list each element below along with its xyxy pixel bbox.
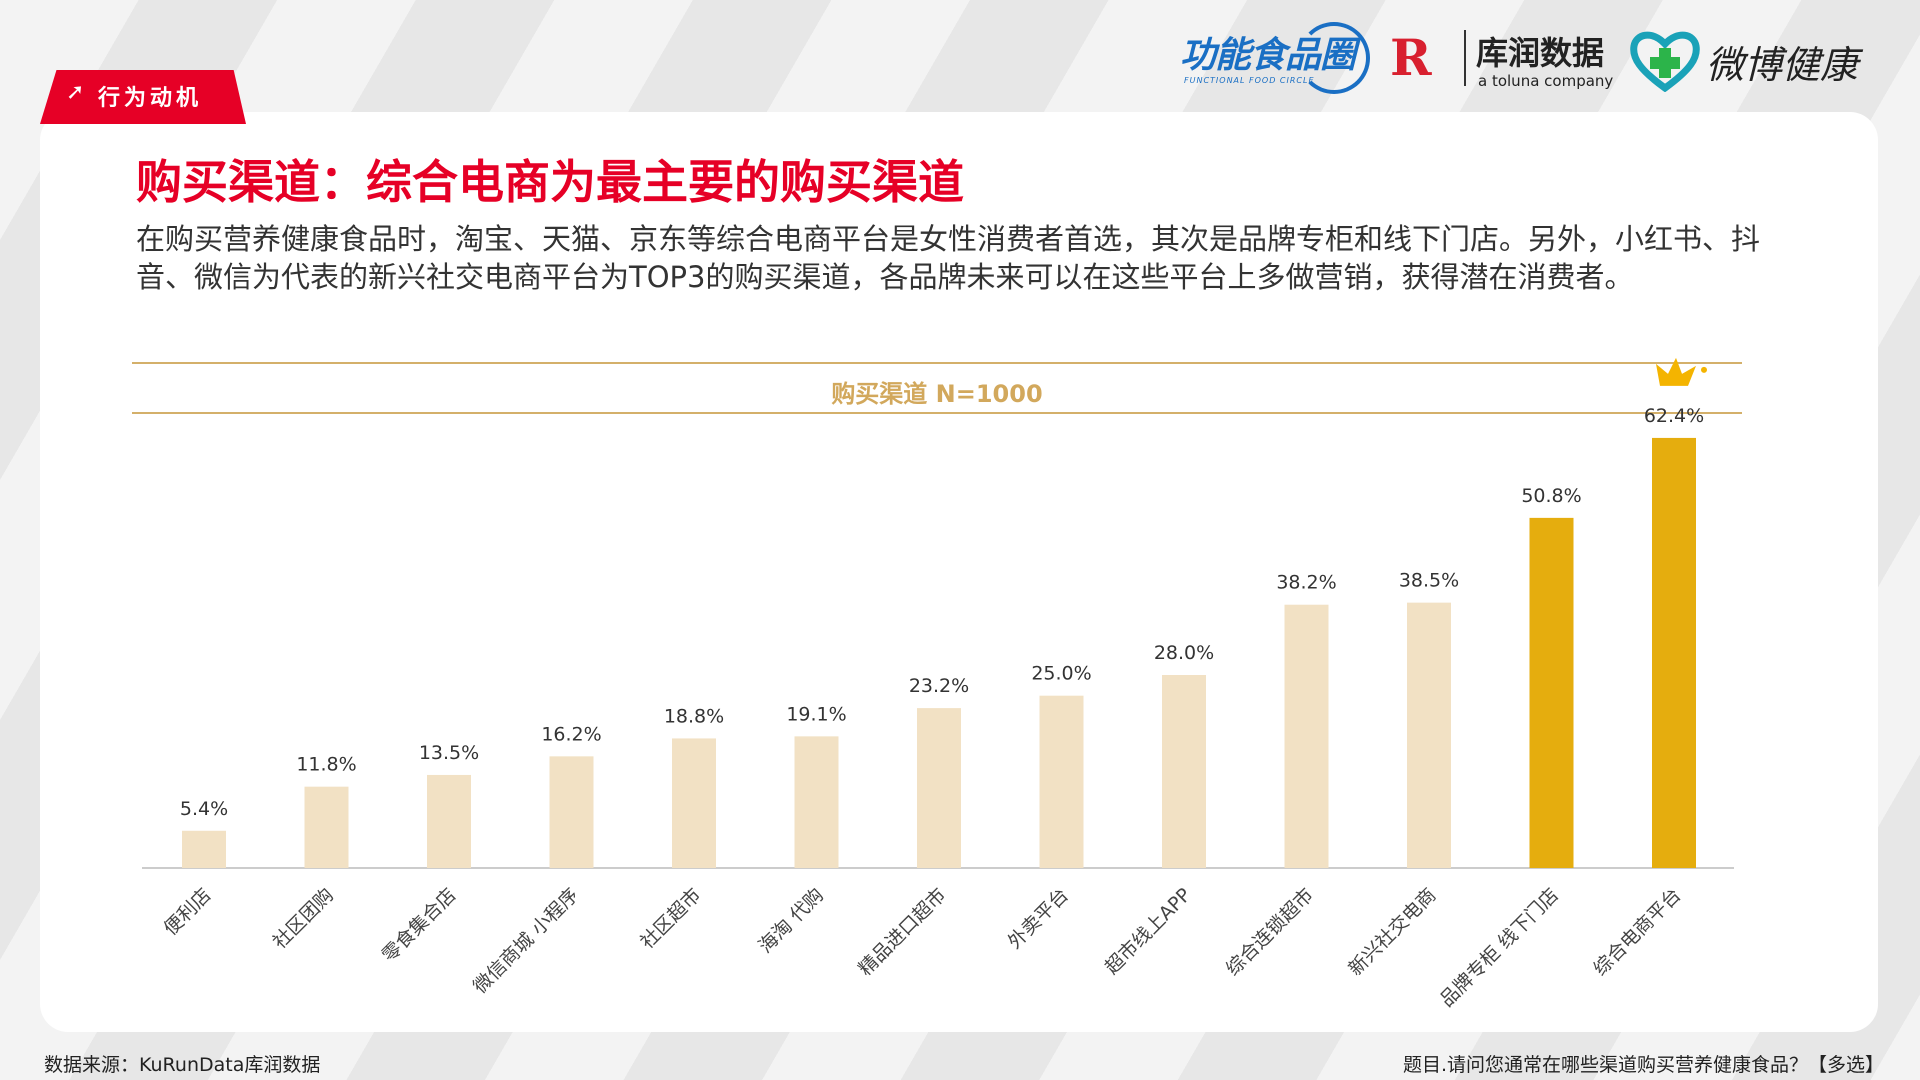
data-label-8: 25.0% bbox=[1031, 663, 1091, 685]
page-description: 在购买营养健康食品时，淘宝、天猫、京东等综合电商平台是女性消费者首选，其次是品牌… bbox=[136, 222, 1761, 294]
bar-8 bbox=[1039, 695, 1084, 868]
data-label-1: 5.4% bbox=[180, 798, 228, 820]
category-label-4: 微信商城 小程序 bbox=[469, 884, 583, 998]
data-label-6: 19.1% bbox=[786, 703, 846, 725]
bar-6 bbox=[794, 736, 839, 868]
survey-question: 题目.请问您通常在哪些渠道购买营养健康食品？【多选】 bbox=[1402, 1054, 1884, 1076]
category-label-5: 社区超市 bbox=[636, 884, 705, 953]
category-label-9: 超市线上APP bbox=[1101, 884, 1196, 979]
weibo-health-logo-name: 微博健康 bbox=[1706, 43, 1859, 87]
category-label-11: 新兴社交电商 bbox=[1344, 884, 1440, 980]
section-tag: ➚ 行为动机 bbox=[40, 70, 246, 124]
kurun-logo-name: 库润数据 bbox=[1476, 34, 1605, 72]
category-label-2: 社区团购 bbox=[269, 884, 338, 953]
section-tag-label: 行为动机 bbox=[98, 86, 203, 111]
weibo-health-logo: 微博健康 bbox=[1630, 24, 1880, 94]
kurun-logo-sub: a toluna company bbox=[1478, 72, 1614, 90]
data-label-2: 11.8% bbox=[296, 754, 356, 776]
bar-3 bbox=[427, 774, 471, 868]
category-label-6: 海淘 代购 bbox=[754, 884, 828, 958]
category-label-10: 综合连锁超市 bbox=[1222, 884, 1318, 980]
functional-food-logo-sub: FUNCTIONAL FOOD CIRCLE bbox=[1184, 76, 1315, 85]
heart-plus-icon bbox=[1630, 31, 1700, 92]
data-label-3: 13.5% bbox=[419, 742, 479, 764]
bar-5 bbox=[672, 738, 716, 868]
functional-food-logo-text: 功能食品圈 bbox=[1180, 35, 1356, 76]
kurun-logo-divider bbox=[1464, 30, 1466, 86]
data-source: 数据来源：KuRunData库润数据 bbox=[44, 1054, 321, 1076]
page-title: 购买渠道：综合电商为最主要的购买渠道 bbox=[136, 155, 964, 209]
data-label-7: 23.2% bbox=[909, 675, 969, 697]
category-label-8: 外卖平台 bbox=[1004, 884, 1073, 953]
bar-7 bbox=[917, 708, 961, 868]
category-label-12: 品牌专柜 线下门店 bbox=[1436, 884, 1563, 1011]
data-label-13: 62.4% bbox=[1644, 405, 1704, 427]
category-label-3: 零食集合店 bbox=[378, 884, 461, 967]
functional-food-logo: 功能食品圈 FUNCTIONAL FOOD CIRCLE bbox=[1180, 20, 1370, 94]
kurun-logo: R 库润数据 a toluna company bbox=[1390, 24, 1620, 94]
crown-icon bbox=[1656, 357, 1707, 386]
data-label-12: 50.8% bbox=[1521, 485, 1581, 507]
data-label-4: 16.2% bbox=[541, 723, 601, 745]
chart-title-box: 购买渠道 N=1000 bbox=[132, 362, 1742, 414]
logo-bar: 功能食品圈 FUNCTIONAL FOOD CIRCLE R 库润数据 a to… bbox=[1180, 16, 1880, 96]
bar-10 bbox=[1284, 604, 1329, 868]
bar-4 bbox=[549, 756, 594, 868]
data-label-9: 28.0% bbox=[1154, 642, 1214, 664]
data-label-11: 38.5% bbox=[1399, 570, 1459, 592]
bar-13 bbox=[1652, 437, 1696, 868]
arrow-icon: ➚ bbox=[66, 80, 85, 105]
bar-1 bbox=[182, 830, 226, 868]
chart-title: 购买渠道 N=1000 bbox=[831, 380, 1043, 408]
bar-12 bbox=[1529, 517, 1574, 868]
category-label-1: 便利店 bbox=[160, 884, 216, 940]
bar-11 bbox=[1407, 602, 1451, 868]
bar-9 bbox=[1162, 675, 1206, 868]
category-label-13: 综合电商平台 bbox=[1589, 884, 1685, 980]
data-label-10: 38.2% bbox=[1276, 572, 1336, 594]
data-label-5: 18.8% bbox=[664, 705, 724, 727]
category-label-7: 精品进口超市 bbox=[854, 884, 950, 980]
bar-2 bbox=[304, 786, 349, 868]
kurun-logo-mark: R bbox=[1390, 28, 1432, 87]
logo-ring-icon bbox=[1298, 22, 1370, 94]
